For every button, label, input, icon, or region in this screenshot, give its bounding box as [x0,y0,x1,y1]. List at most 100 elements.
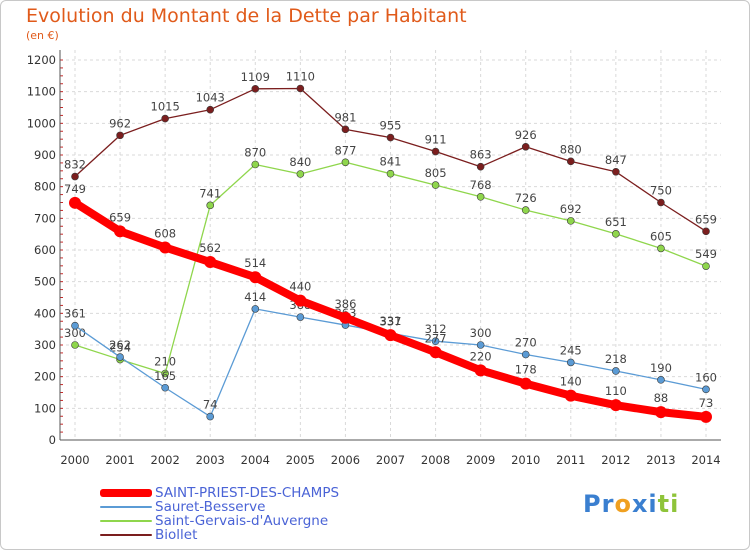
data-label: 300 [470,326,492,340]
data-label: 262 [109,338,131,352]
data-point [702,262,710,270]
data-label: 277 [425,331,447,345]
data-label: 160 [695,370,717,384]
data-label: 955 [380,119,402,133]
data-label: 218 [605,352,627,366]
data-point [116,353,124,361]
data-label: 337 [380,314,402,328]
data-point [71,341,79,349]
data-point [204,256,217,269]
data-label: 863 [470,148,492,162]
data-label: 1015 [151,100,180,114]
data-point [159,241,172,254]
data-label: 659 [695,212,717,226]
data-label: 110 [605,384,627,398]
legend-swatch [100,489,152,497]
data-label: 832 [64,158,86,172]
data-point [521,350,530,359]
x-tick-label: 2004 [241,453,270,467]
data-point [654,406,667,419]
data-label: 877 [334,143,356,157]
data-point [296,84,305,93]
logo-letter: o [614,490,632,518]
y-tick-label: 800 [34,180,56,194]
legend-swatch [100,520,152,522]
data-point [161,114,169,123]
legend-label: Saint-Gervais-d'Auvergne [155,513,329,529]
data-label: 270 [515,336,537,350]
data-label: 726 [515,191,537,205]
data-point [341,125,350,134]
y-tick-label: 700 [34,211,56,225]
y-tick-label: 1100 [27,85,56,99]
data-label: 749 [64,182,86,196]
data-label: 331 [380,314,402,328]
data-point [521,142,530,151]
data-point [206,201,215,210]
data-point [386,169,395,178]
data-point [71,321,79,330]
data-point [71,172,79,181]
data-point [521,206,530,214]
y-tick-label: 500 [34,275,56,289]
data-label: 414 [244,290,266,304]
data-point [386,133,395,142]
data-label: 840 [289,155,311,169]
data-label: 805 [425,166,447,180]
data-point [161,369,169,378]
data-label: 440 [289,280,311,294]
proxiti-logo: Proxiti [583,490,679,518]
data-label: 562 [199,241,221,255]
data-label: 165 [154,369,176,383]
data-point [564,389,577,402]
data-label: 1109 [241,70,270,84]
data-label: 605 [650,229,672,243]
data-point [519,377,532,390]
data-point [474,364,487,377]
data-label: 190 [650,361,672,375]
data-label: 926 [515,128,537,142]
x-tick-label: 2006 [331,453,360,467]
legend-label: Sauret-Besserve [155,499,266,515]
data-point [339,311,352,324]
legend-swatch [100,534,152,536]
data-label: 911 [425,133,447,147]
data-point [476,162,485,171]
logo-letter: i [670,490,680,518]
x-tick-label: 2007 [376,453,405,467]
x-tick-label: 2002 [151,453,180,467]
data-point [161,383,169,392]
data-point [702,227,710,236]
logo-letter: x [631,490,649,518]
data-label: 841 [380,155,402,169]
data-point [657,244,665,253]
x-tick-label: 2003 [196,453,225,467]
legend-swatch [100,506,152,508]
logo-letter: r [601,490,615,518]
logo-letter: t [657,490,671,518]
x-tick-label: 2012 [601,453,630,467]
data-point [657,376,665,384]
data-point [294,294,307,307]
x-tick-label: 2005 [286,453,315,467]
data-label: 608 [154,226,176,240]
data-label: 962 [109,116,131,130]
data-point [431,181,440,189]
y-tick-label: 200 [34,370,56,384]
data-point [700,410,712,423]
data-label: 312 [425,322,447,336]
data-point [206,105,215,114]
data-point [296,170,305,178]
data-point [612,230,620,238]
data-point [384,329,397,342]
y-tick-label: 300 [34,338,56,352]
data-point [702,385,710,394]
data-point [612,367,620,375]
data-label: 880 [560,142,582,156]
data-label: 220 [470,349,492,363]
data-point [69,196,81,209]
logo-letter: P [583,490,602,518]
data-point [251,305,260,313]
y-tick-label: 1000 [27,116,56,130]
legend-label: SAINT-PRIEST-DES-CHAMPS [155,485,340,501]
